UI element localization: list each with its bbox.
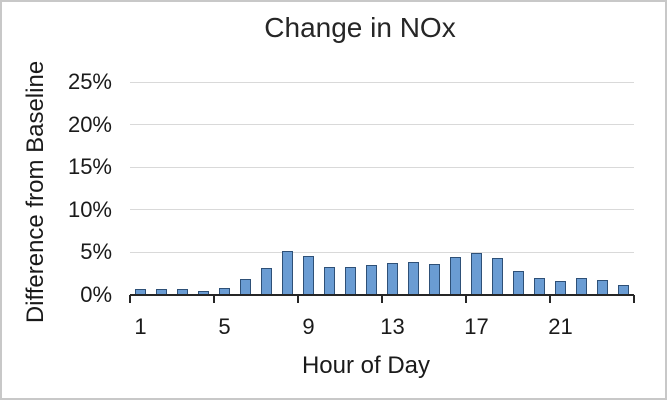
bar-hour-20 (534, 277, 545, 295)
chart-title: Change in NOx (264, 12, 456, 43)
bar-hour-18 (492, 257, 503, 295)
x-tick-label: 5 (218, 314, 231, 339)
x-axis-tick (465, 295, 467, 303)
bar-hour-16 (450, 256, 461, 295)
gridline (130, 251, 634, 253)
bar-hour-13 (387, 262, 398, 295)
bar-hour-19 (513, 271, 524, 295)
bar-hour-14 (408, 261, 419, 295)
x-tick-label: 13 (380, 314, 405, 339)
gridline (130, 166, 634, 168)
bar-hour-17 (471, 253, 482, 295)
bar-hour-12 (366, 265, 377, 295)
y-tick-label: 20% (67, 111, 112, 137)
x-axis-tick (549, 295, 551, 303)
y-tick-label: 5% (80, 239, 112, 265)
bar-hour-23 (597, 279, 608, 295)
bar-hour-21 (555, 280, 566, 295)
bar-hour-6 (240, 278, 251, 295)
bar-hour-8 (282, 250, 293, 295)
y-tick-label: 25% (67, 69, 112, 94)
x-axis-tick (129, 295, 131, 303)
x-axis-tick (213, 295, 215, 303)
bar-hour-7 (261, 267, 272, 295)
x-tick-label: 1 (134, 314, 147, 339)
gridline (130, 81, 634, 83)
y-tick-label: 10% (67, 196, 112, 222)
bar-hour-9 (303, 255, 314, 295)
y-tick-label: 0% (80, 282, 112, 307)
bar-hour-10 (324, 266, 335, 295)
gridline (130, 209, 634, 211)
x-axis-tick (633, 295, 635, 303)
bar-hour-11 (345, 266, 356, 295)
bar-hour-22 (576, 277, 587, 295)
x-tick-label: 17 (464, 314, 489, 339)
gridline (130, 124, 634, 126)
y-tick-label: 15% (67, 154, 112, 180)
x-axis-tick (297, 295, 299, 303)
x-tick-label: 21 (548, 314, 573, 339)
bar-hour-15 (429, 264, 440, 295)
x-axis-title: Hour of Day (301, 352, 431, 379)
x-tick-label: 9 (302, 314, 315, 339)
x-axis-tick (381, 295, 383, 303)
